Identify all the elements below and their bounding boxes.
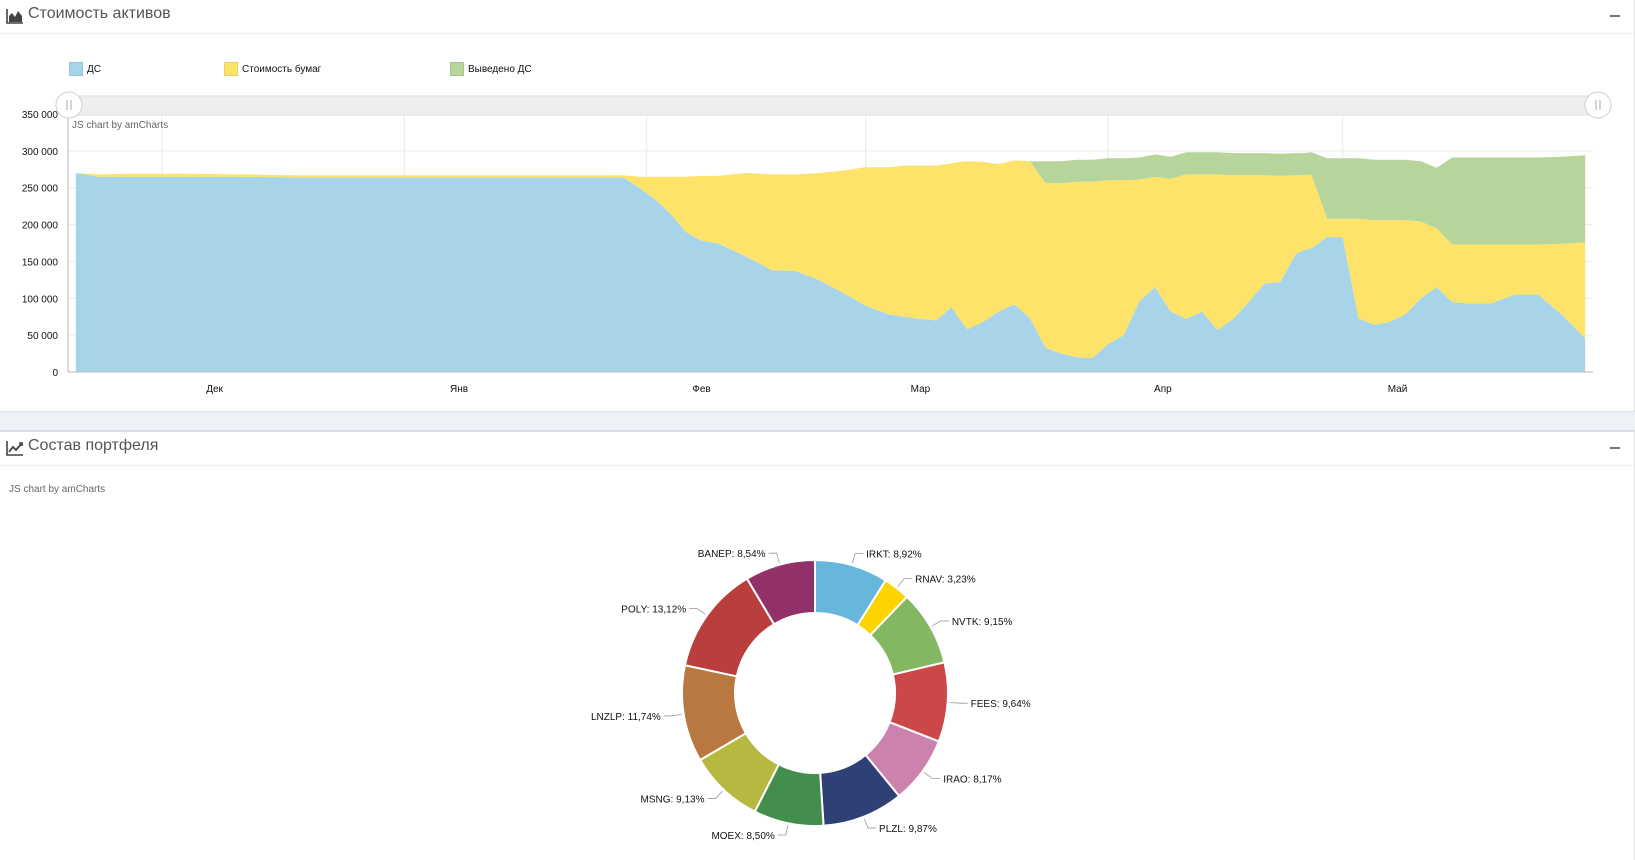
donut-label-line [923,772,941,779]
y-tick-label: 200 000 [22,221,59,232]
donut-label-fees: FEES: 9,64% [971,699,1031,710]
portfolio-panel-title: Состав портфеля [28,437,159,454]
y-tick-label: 250 000 [22,184,59,195]
donut-label-irao: IRAO: 8,17% [943,774,1001,785]
donut-label-line [931,620,949,627]
y-tick-label: 150 000 [22,257,59,268]
x-tick-label: Май [1388,384,1408,395]
x-tick-label: Дек [206,384,223,395]
donut-label-poly: POLY: 13,12% [621,604,686,615]
y-tick-label: 50 000 [27,331,58,342]
y-tick-label: 350 000 [22,110,59,121]
collapse-portfolio-button[interactable] [1610,447,1620,449]
chart-scrollbar[interactable] [59,95,1601,116]
y-tick-label: 0 [52,368,58,379]
donut-label-line [689,608,706,615]
donut-label-line [851,553,864,564]
y-tick-label: 300 000 [22,147,59,158]
line-chart-icon [6,441,23,456]
y-tick-label: 100 000 [22,294,59,305]
donut-label-line [949,702,968,704]
scrollbar-handle-right[interactable] [1584,91,1612,119]
area-series-securities [75,160,1586,358]
portfolio-panel-header: Состав портфеля [0,432,1634,466]
x-tick-label: Апр [1154,384,1172,395]
donut-label-line [864,818,877,829]
assets-panel-header: Стоимость активов [0,0,1634,34]
legend-label-securities: Стоимость бумаг [242,64,322,75]
donut-slice-banep[interactable] [745,558,816,626]
portfolio-panel: Состав портфеля JS chart by amCharts IRK… [0,430,1635,860]
donut-label-rnav: RNAV: 3,23% [915,575,976,586]
assets-panel: Стоимость активов ДС Стоимость бумаг Выв… [0,0,1635,412]
collapse-assets-button[interactable] [1610,15,1620,17]
donut-label-irkt: IRKT: 8,92% [866,550,922,561]
legend-label-cash: ДС [87,64,101,75]
legend-swatch-cash [69,62,83,76]
legend-label-withdrawn: Выведено ДС [468,64,532,75]
assets-panel-title: Стоимость активов [28,5,171,22]
donut-label-banep: BANEP: 8,54% [698,549,766,560]
donut-label-msng: MSNG: 9,13% [641,794,705,805]
area-series-cash [75,173,1586,372]
donut-label-line [663,713,682,717]
amcharts-credit-1[interactable]: JS chart by amCharts [72,120,169,131]
x-tick-label: Янв [450,384,468,395]
donut-label-lnzlp: LNZLP: 11,74% [591,712,661,723]
donut-label-line [897,578,913,587]
x-tick-label: Фев [692,384,710,395]
donut-label-line [777,825,789,836]
amcharts-credit-2[interactable]: JS chart by amCharts [9,484,106,495]
donut-label-line [707,790,723,799]
area-chart: 0 50 000 100 000 150 000 200 000 250 000 300 0… [22,91,1612,395]
scrollbar-handle-left[interactable] [55,91,83,119]
legend-swatch-securities [224,62,238,76]
legend-swatch-withdrawn [450,62,464,76]
donut-label-line [768,552,780,563]
donut-chart: IRKT: 8,92% RNAV: 3,23% NVTK: 9,15% FEES: 9… [591,549,1031,842]
donut-label-plzl: PLZL: 9,87% [879,824,937,835]
donut-label-moex: MOEX: 8,50% [711,831,774,842]
donut-label-nvtk: NVTK: 9,15% [952,617,1013,628]
x-tick-label: Мар [911,384,931,395]
area-chart-icon [6,9,23,24]
